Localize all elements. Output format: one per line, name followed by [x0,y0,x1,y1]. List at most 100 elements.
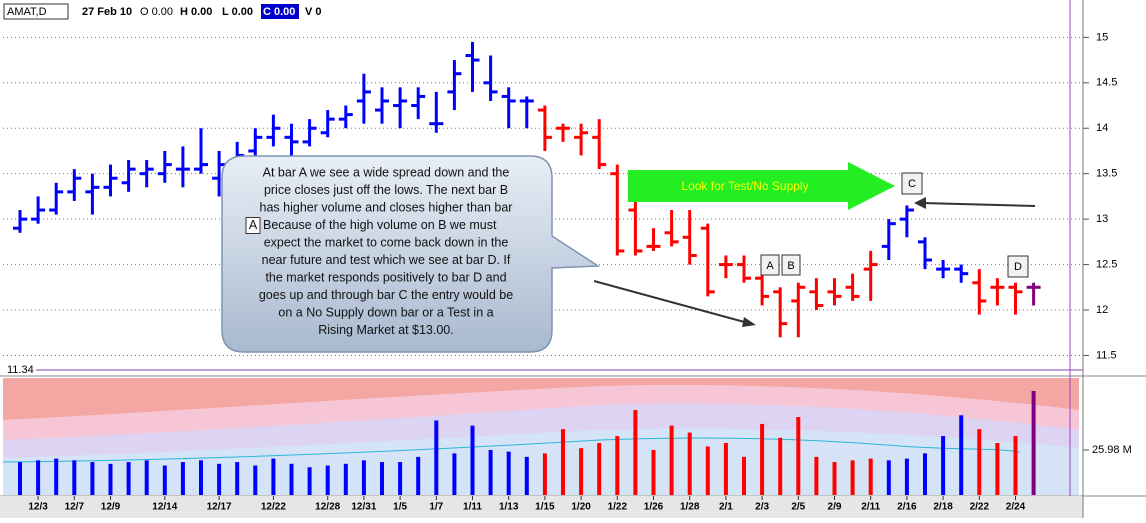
header-open: O 0.00 [140,6,173,18]
volume-bar [416,456,421,495]
volume-bar [832,462,837,495]
volume-bar [904,458,909,495]
volume-bar [235,462,240,495]
x-tick-label: 2/9 [828,502,842,513]
volume-bar [1031,391,1036,495]
volume-bar [561,429,565,495]
pointer-arrow [921,202,1036,207]
callout-bubble [221,155,601,353]
x-tick-label: 1/20 [571,502,591,513]
green-arrow [628,162,895,210]
volume-bar [506,451,511,495]
arrow-text: Look for Test/No Supply [681,179,808,193]
volume-bar [868,458,873,495]
volume-bar [180,462,185,495]
volume-bar [597,443,602,495]
x-tick-label: 1/26 [644,502,664,513]
callout-line: Rising Market at $13.00. [318,323,454,337]
volume-bar [524,456,529,495]
volume-bar [54,458,59,495]
callout-inline-label: A [249,218,258,232]
volume-bar [1013,436,1018,495]
x-tick-label: 12/9 [101,502,121,513]
volume-bar [434,420,439,495]
x-tick-label: 1/11 [463,502,482,513]
bar-label: D [1014,261,1022,273]
volume-bar [36,460,41,495]
x-tick-label: 12/22 [261,502,286,513]
x-tick-label: 12/28 [315,502,340,513]
volume-bar [108,463,113,495]
volume-bar [959,415,964,495]
y-tick-label: 12.5 [1096,258,1117,270]
callout-line: Because of the high volume on B we must [263,218,497,232]
volume-bar [307,467,312,495]
callout-line: the market responds positively to bar D … [265,270,506,284]
volume-bar [289,463,294,495]
x-tick-label: 2/16 [897,502,917,513]
callout-line: goes up and through bar C the entry woul… [259,288,513,302]
pointer-arrow [593,280,749,324]
x-tick-label: 12/14 [152,502,177,513]
volume-bar [941,436,946,495]
close-highlight [261,4,299,19]
y-tick-label: 12 [1096,304,1108,316]
x-tick-label: 1/13 [499,502,519,513]
x-tick-label: 12/3 [28,502,48,513]
y-tick-label: 15 [1096,31,1108,43]
callout-line: near future and test which we see at bar… [262,253,511,267]
volume-bar [470,425,475,495]
y-tick-label: 25.98 M [1092,444,1132,456]
volume-bar [669,425,674,495]
volume-bar [253,465,258,495]
volume-bar [633,410,638,495]
volume-bar [90,462,95,495]
volume-bar [398,462,403,495]
x-tick-label: 2/22 [970,502,990,513]
volume-bar [886,460,891,495]
volume-bar [977,429,982,495]
header-low: L 0.00 [222,6,253,18]
pointer-head [914,197,926,209]
volume-bar [162,465,167,495]
header-high: H 0.00 [180,6,212,18]
x-tick-label: 2/11 [861,502,880,513]
date-axis-band [0,496,1083,518]
bar-label: C [908,178,916,190]
volume-bar [742,456,746,495]
y-tick-label: 11.5 [1096,349,1117,361]
volume-bar [217,463,222,495]
bar-label-box [760,254,780,276]
volume-bar [452,453,457,495]
y-tick-label: 13.5 [1096,168,1117,180]
volume-bar [814,456,819,495]
volume-bar [488,449,493,495]
callout-line: has higher volume and closes higher than… [260,200,513,214]
volume-bar [343,463,348,495]
x-tick-label: 1/5 [393,502,407,513]
bar-label: A [766,260,774,272]
bar-label: B [787,260,794,272]
volume-bar [579,448,584,495]
volume-bar [687,432,692,495]
callout-line: At bar A we see a wide spread down and t… [263,165,510,179]
x-tick-label: 12/31 [351,502,376,513]
x-tick-label: 2/24 [1006,502,1026,513]
volume-bar [361,460,366,495]
bar-label-box [781,254,801,276]
x-tick-label: 1/15 [535,502,555,513]
volume-bar [72,460,77,495]
x-tick-label: 1/28 [680,502,700,513]
volume-bar [144,460,149,495]
volume-bar [325,465,330,495]
symbol-box [3,3,69,20]
volume-bar [380,462,384,495]
x-tick-label: 2/1 [719,502,733,513]
y-tick-label: 13 [1096,213,1108,225]
bar-label-group: A B C D [760,172,1029,278]
bar-label-box [901,172,923,195]
symbol: AMAT,D [7,6,47,18]
callout-line: expect the market to come back down in t… [264,235,509,249]
x-tick-label: 1/22 [608,502,628,513]
